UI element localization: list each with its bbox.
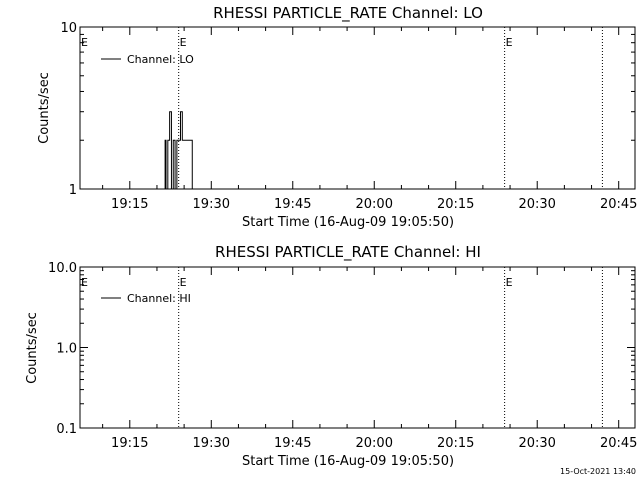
panel-hi-xtick-label: 20:45 <box>600 436 637 451</box>
panel-hi-xlabel: Start Time (16-Aug-09 19:05:50) <box>242 454 454 469</box>
panel-hi-title: RHESSI PARTICLE_RATE Channel: HI <box>215 243 481 262</box>
panel-hi-marker-label: E <box>506 276 513 289</box>
panel-lo-xtick-label: 20:00 <box>356 197 393 212</box>
panel-lo-title: RHESSI PARTICLE_RATE Channel: LO <box>213 4 483 23</box>
panel-hi-ytick-label: 1.0 <box>56 342 77 357</box>
panel-hi-marker-label-start: E <box>81 276 88 289</box>
panel-lo-legend-label: Channel: LO <box>127 53 194 66</box>
panel-lo-xtick-label: 19:30 <box>193 197 230 212</box>
panel-hi-ytick-label: 10.0 <box>48 261 77 276</box>
panel-hi-legend-label: Channel: HI <box>127 292 191 305</box>
panel-hi-xtick-label: 20:30 <box>518 436 555 451</box>
panel-lo-ylabel: Counts/sec <box>37 72 52 144</box>
panel-lo-xtick-label: 19:15 <box>111 197 148 212</box>
panel-lo-xtick-label: 20:15 <box>437 197 474 212</box>
panel-hi-xtick-label: 20:15 <box>437 436 474 451</box>
panel-hi-ylabel: Counts/sec <box>25 312 40 384</box>
panel-lo-series-0 <box>162 111 193 190</box>
footer-timestamp: 15-Oct-2021 13:40 <box>560 467 636 476</box>
panel-lo-marker-label-start: E <box>81 36 88 49</box>
panel-hi-marker-label: E <box>180 276 187 289</box>
panel-lo-marker-label: E <box>180 36 187 49</box>
panel-hi-ytick-label: 0.1 <box>56 422 77 437</box>
panel-lo-ytick-label: 1 <box>69 183 77 198</box>
panel-hi-xtick-label: 19:45 <box>274 436 311 451</box>
panel-hi-xtick-label: 19:15 <box>111 436 148 451</box>
panel-hi-xtick-label: 19:30 <box>193 436 230 451</box>
panel-lo-xtick-label: 20:30 <box>518 197 555 212</box>
panel-lo-xtick-label: 20:45 <box>600 197 637 212</box>
panel-hi-xtick-label: 20:00 <box>356 436 393 451</box>
panel-lo-frame <box>79 26 636 190</box>
panel-lo-ytick-label: 10 <box>60 21 77 36</box>
panel-lo-marker-label: E <box>506 36 513 49</box>
panel-lo-xlabel: Start Time (16-Aug-09 19:05:50) <box>242 215 454 230</box>
panel-lo-xtick-label: 19:45 <box>274 197 311 212</box>
